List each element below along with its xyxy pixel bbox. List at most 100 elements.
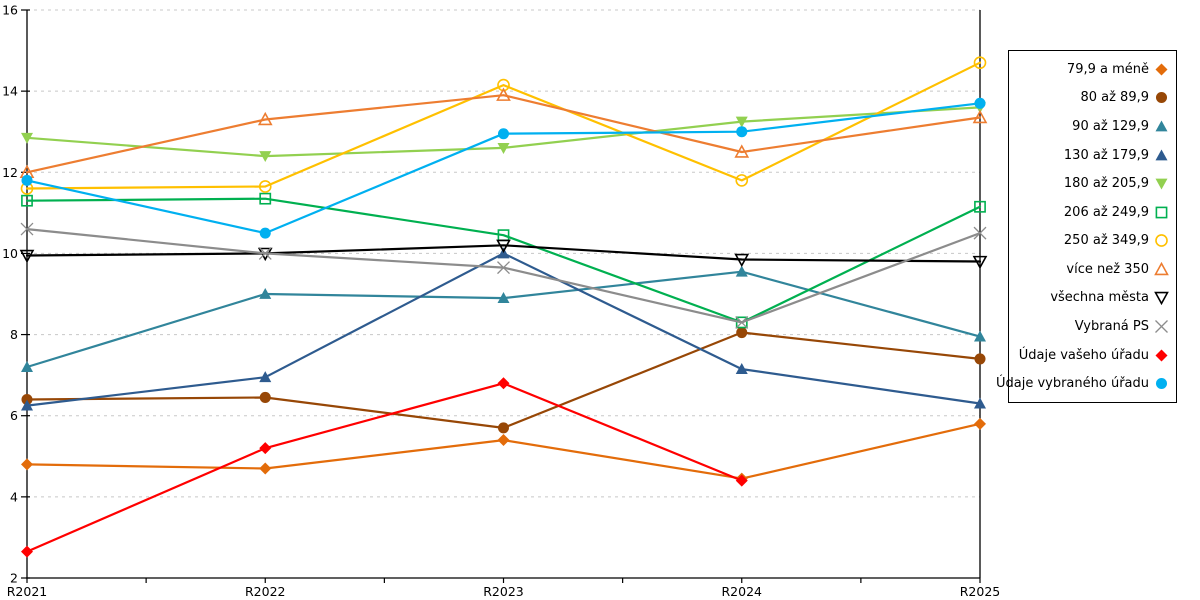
legend-swatch-icon: [1155, 320, 1168, 333]
triangle-up-marker-icon: [496, 87, 511, 101]
x-marker-icon: [497, 261, 510, 275]
triangle-up-marker-icon: [974, 397, 986, 409]
triangle-up-marker-icon: [1154, 261, 1169, 276]
legend-item: Údaje vybraného úřadu: [996, 376, 1176, 391]
diamond-marker-icon: [735, 474, 748, 487]
legend-item: 250 až 349,9: [1009, 233, 1176, 248]
legend-label: 80 až 89,9: [1080, 90, 1149, 106]
y-axis-label: 8: [10, 327, 18, 342]
x-marker-icon: [1155, 320, 1168, 333]
legend-item: více než 350: [1009, 261, 1176, 277]
legend-label: Údaje vašeho úřadu: [1018, 347, 1149, 363]
legend-item: 206 až 249,9: [1009, 205, 1176, 220]
legend: 79,9 a méně 80 až 89,9 90 až 129,9 130 až 1…: [996, 50, 1177, 403]
circle-marker-icon: [21, 174, 33, 186]
square-marker-icon: [974, 200, 986, 213]
legend-label: 130 až 179,9: [1063, 147, 1149, 163]
legend-label: Údaje vybraného úřadu: [995, 376, 1149, 392]
legend-swatch-icon: [1155, 378, 1168, 390]
legend-label: více než 350: [1066, 261, 1149, 277]
triangle-up-marker-icon: [497, 292, 510, 303]
triangle-up-marker-icon: [21, 361, 33, 372]
legend-item: 79,9 a méně: [1009, 62, 1176, 77]
legend-label: Vybraná PS: [1074, 318, 1149, 334]
circle-marker-icon: [974, 353, 986, 365]
x-axis-label: R2021: [7, 584, 48, 599]
diamond-marker-icon: [21, 545, 33, 558]
legend-item: Údaje vašeho úřadu: [1009, 348, 1176, 363]
legend-item: 90 až 129,9: [1009, 119, 1176, 134]
legend-swatch-icon: [1155, 149, 1168, 160]
triangle-up-marker-icon: [972, 109, 988, 124]
diamond-marker-icon: [497, 377, 510, 390]
y-axis-label: 2: [10, 571, 18, 586]
x-axis-label: R2024: [722, 584, 763, 599]
circle-marker-icon: [21, 393, 33, 406]
circle-marker-icon: [259, 227, 271, 239]
legend-swatch-icon: [1154, 261, 1169, 276]
x-axis-label: R2023: [483, 584, 524, 599]
triangle-down-marker-icon: [259, 151, 272, 163]
legend-swatch-icon: [1155, 63, 1168, 76]
square-marker-icon: [735, 316, 748, 329]
diamond-marker-icon: [497, 434, 510, 447]
y-axis-label: 4: [10, 489, 18, 504]
triangle-up-marker-icon: [974, 330, 986, 342]
legend-label: 79,9 a méně: [1066, 61, 1149, 77]
circle-marker-icon: [973, 56, 987, 70]
y-axis-label: 14: [2, 84, 18, 99]
legend-item: 180 až 205,9: [1009, 176, 1176, 191]
legend-item: Vybraná PS: [1009, 319, 1176, 334]
legend-item: 130 až 179,9: [1009, 148, 1176, 163]
circle-marker-icon: [1155, 378, 1168, 390]
triangle-down-marker-icon: [19, 249, 35, 264]
legend-item: všechna města: [1009, 290, 1176, 306]
series-line: [25, 94, 982, 174]
circle-marker-icon: [1155, 92, 1168, 104]
circle-marker-icon: [735, 174, 749, 187]
circle-marker-icon: [258, 180, 272, 193]
triangle-down-marker-icon: [497, 143, 510, 154]
circle-marker-icon: [497, 128, 510, 140]
diamond-marker-icon: [1155, 63, 1168, 76]
legend-item: 80 až 89,9: [1009, 90, 1176, 105]
square-marker-icon: [21, 194, 33, 207]
circle-marker-icon: [1155, 234, 1168, 248]
triangle-up-marker-icon: [734, 144, 750, 158]
triangle-down-marker-icon: [496, 239, 511, 253]
series-line: [25, 382, 743, 553]
diamond-marker-icon: [21, 458, 33, 471]
triangle-up-marker-icon: [259, 288, 272, 299]
circle-marker-icon: [259, 391, 271, 403]
triangle-down-marker-icon: [735, 116, 748, 128]
triangle-up-marker-icon: [21, 399, 33, 411]
diamond-marker-icon: [1155, 349, 1168, 362]
triangle-down-marker-icon: [972, 255, 988, 270]
legend-swatch-icon: [1155, 178, 1168, 190]
y-axis-label: 10: [2, 246, 18, 261]
legend-swatch-icon: [1155, 349, 1168, 362]
legend-swatch-icon: [1155, 234, 1168, 248]
circle-marker-icon: [736, 126, 748, 138]
circle-marker-icon: [736, 327, 748, 339]
legend-swatch-icon: [1155, 120, 1168, 132]
diamond-marker-icon: [259, 462, 272, 475]
x-marker-icon: [258, 246, 272, 260]
triangle-down-marker-icon: [734, 253, 750, 268]
triangle-up-marker-icon: [1155, 149, 1168, 160]
triangle-down-marker-icon: [1155, 178, 1168, 190]
triangle-up-marker-icon: [735, 363, 748, 374]
legend-label: 90 až 129,9: [1072, 118, 1149, 134]
circle-marker-icon: [974, 97, 986, 109]
triangle-up-marker-icon: [735, 265, 748, 277]
x-marker-icon: [20, 222, 34, 236]
legend-swatch-icon: [1155, 206, 1168, 219]
x-axis-label: R2022: [245, 584, 286, 599]
legend-label: 180 až 205,9: [1063, 176, 1149, 192]
series-line: [25, 102, 982, 235]
legend-swatch-icon: [1154, 292, 1169, 306]
triangle-up-marker-icon: [259, 371, 272, 383]
y-axis-label: 12: [2, 165, 18, 180]
x-marker-icon: [973, 226, 987, 240]
